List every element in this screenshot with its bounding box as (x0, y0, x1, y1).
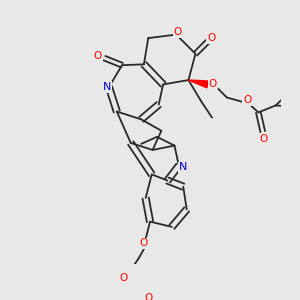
Text: O: O (260, 134, 268, 144)
Text: O: O (140, 238, 148, 248)
Text: O: O (144, 293, 152, 300)
Text: O: O (120, 273, 128, 284)
Text: O: O (174, 27, 182, 37)
Text: O: O (207, 33, 215, 43)
Text: O: O (93, 51, 102, 62)
Text: O: O (243, 95, 251, 105)
Polygon shape (188, 80, 208, 88)
Text: N: N (103, 82, 111, 92)
Text: N: N (179, 162, 188, 172)
Text: O: O (209, 79, 217, 88)
